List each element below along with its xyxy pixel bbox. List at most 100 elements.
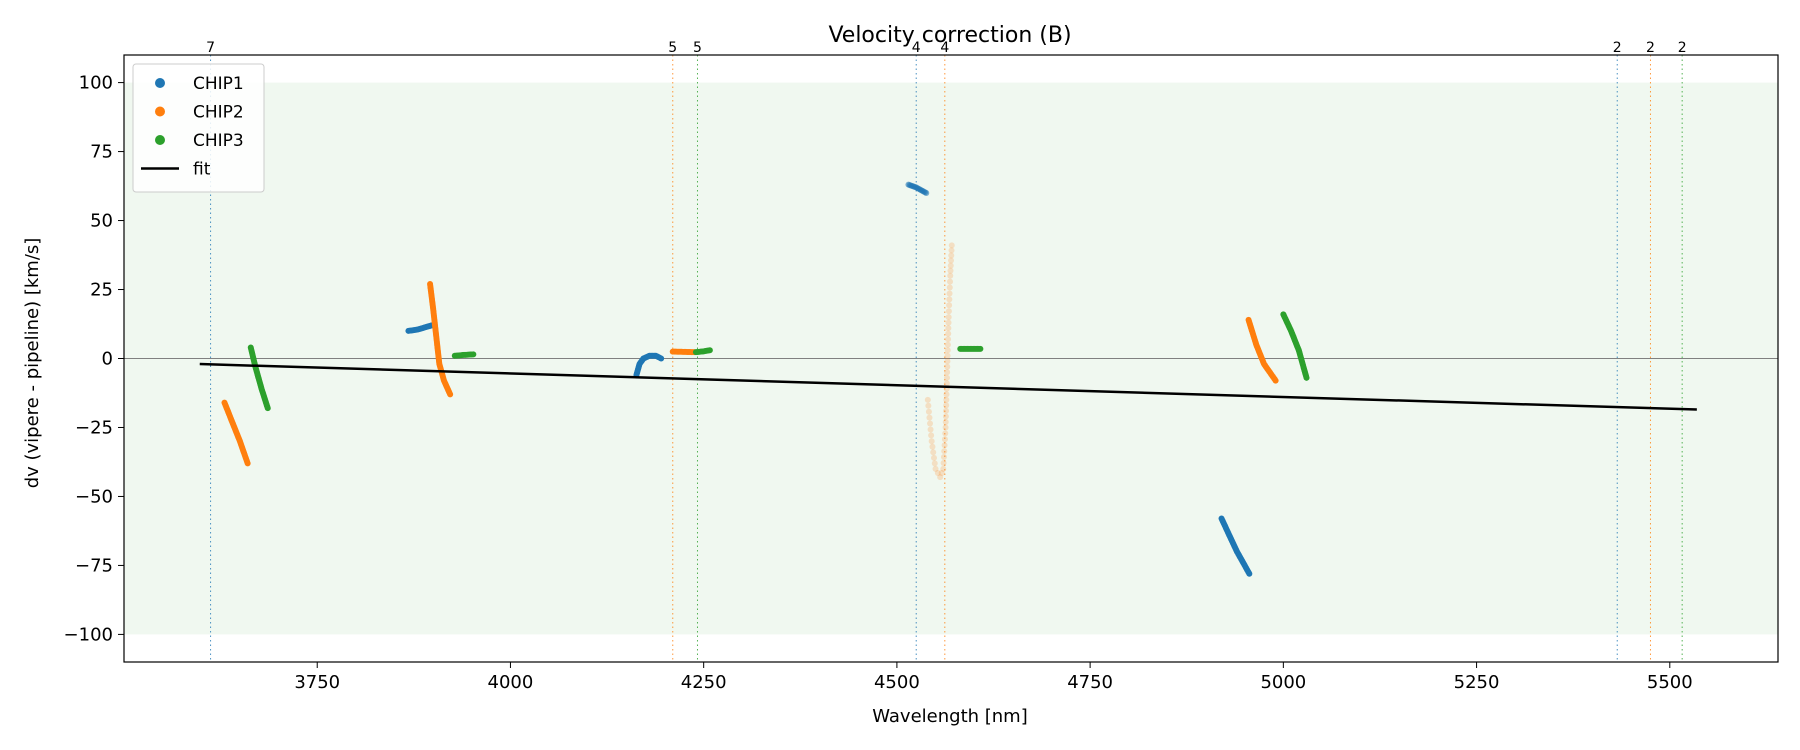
legend-marker-chip2: [155, 106, 165, 117]
data-point: [244, 460, 251, 467]
data-point: [948, 252, 955, 259]
data-point: [926, 414, 933, 421]
data-point: [928, 432, 935, 439]
data-point: [941, 448, 948, 455]
series-segment: [405, 322, 435, 334]
fit-line: [199, 362, 1697, 411]
series-segment: [1245, 316, 1279, 384]
data-point: [931, 460, 938, 467]
data-point: [1272, 377, 1279, 384]
data-point: [943, 391, 950, 398]
y-tick-label: −75: [75, 555, 113, 576]
y-tick-label: 25: [90, 280, 113, 301]
data-point: [928, 438, 935, 445]
order-marker-label: 4: [940, 40, 949, 56]
series-segment: [1280, 311, 1310, 381]
x-tick-label: 5250: [1454, 672, 1500, 693]
data-point: [925, 408, 932, 415]
y-axis-label: dv (vipere - pipeline) [km/s]: [22, 238, 43, 489]
data-point: [946, 284, 953, 291]
data-point: [658, 355, 665, 362]
data-point: [941, 442, 948, 449]
data-point: [945, 336, 952, 343]
data-point: [937, 474, 944, 481]
y-tick-label: 100: [79, 73, 113, 94]
series-segment: [669, 348, 698, 356]
data-point: [447, 391, 454, 398]
data-point: [1303, 374, 1310, 381]
data-point: [929, 443, 936, 450]
data-point: [947, 278, 954, 285]
data-point: [943, 380, 950, 387]
series-segment: [905, 181, 930, 196]
data-point: [923, 189, 930, 196]
series-chip3: [247, 311, 1310, 412]
data-point: [930, 454, 937, 461]
data-point: [948, 257, 954, 264]
data-point: [927, 420, 934, 427]
data-point: [946, 290, 953, 297]
data-point: [977, 345, 984, 352]
data-point: [945, 308, 952, 315]
series-chip2: [221, 242, 1279, 481]
y-tick-label: 75: [90, 142, 113, 163]
data-point: [925, 402, 932, 409]
data-point: [945, 330, 952, 337]
data-point: [945, 325, 952, 332]
data-point: [1246, 570, 1253, 577]
series-segment: [692, 347, 713, 356]
data-point: [932, 465, 939, 472]
data-point: [944, 369, 951, 376]
y-tick-label: −100: [64, 624, 113, 645]
data-point: [944, 352, 951, 359]
series-segment: [427, 281, 454, 398]
data-point: [946, 296, 953, 303]
data-point: [940, 459, 947, 466]
data-point: [944, 358, 951, 365]
data-point: [947, 262, 954, 269]
legend-label-chip3: CHIP3: [193, 131, 244, 151]
x-axis-label: Wavelength [nm]: [872, 706, 1028, 727]
series-segment: [1218, 515, 1253, 577]
data-point: [944, 363, 951, 370]
data-point: [938, 470, 945, 477]
y-tick-label: −25: [75, 417, 113, 438]
data-point: [945, 314, 952, 321]
order-marker-label: 2: [1646, 40, 1655, 56]
legend-marker-chip1: [155, 78, 165, 88]
chart-title: Velocity correction (B): [828, 23, 1071, 48]
legend-label-chip1: CHIP1: [193, 74, 244, 94]
order-marker-label: 2: [1678, 40, 1687, 56]
data-point: [943, 396, 950, 403]
legend-label-chip2: CHIP2: [193, 103, 244, 123]
x-tick-label: 4000: [488, 672, 534, 693]
data-point: [945, 319, 952, 326]
legend-box: [132, 63, 265, 193]
data-point: [942, 413, 949, 420]
data-point: [947, 267, 954, 274]
data-point: [706, 347, 713, 354]
data-point: [264, 405, 271, 412]
legend-marker-chip3: [155, 135, 165, 145]
y-tick-label: 50: [90, 211, 113, 232]
legend-label-fit: fit: [193, 160, 211, 180]
x-tick-label: 5000: [1260, 672, 1306, 693]
data-point: [942, 418, 949, 425]
data-point: [947, 272, 954, 279]
series-segment: [221, 399, 251, 467]
data-point: [930, 449, 937, 456]
y-tick-label: −50: [75, 486, 113, 507]
y-tick-label: 0: [102, 349, 113, 370]
series-segment: [957, 345, 984, 352]
data-point: [927, 426, 934, 433]
data-point: [944, 347, 951, 354]
data-point: [943, 402, 950, 409]
series-chip1: [405, 181, 1253, 577]
data-point: [948, 242, 955, 249]
data-point: [948, 247, 955, 254]
data-point: [940, 465, 947, 472]
data-point: [944, 341, 951, 348]
x-tick-label: 3750: [294, 672, 340, 693]
data-point: [470, 351, 477, 358]
